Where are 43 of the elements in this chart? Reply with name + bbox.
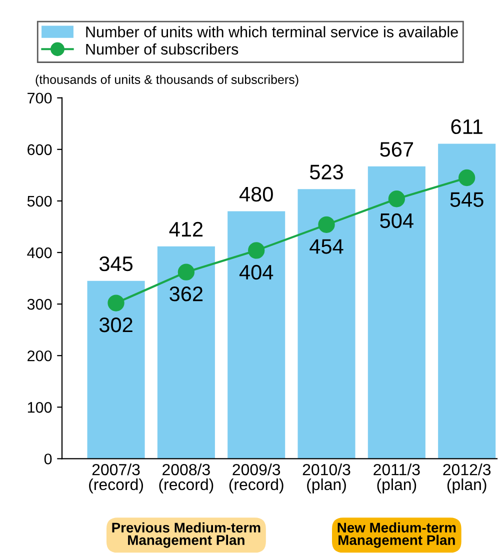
- bar: [228, 211, 286, 459]
- x-tick-label: 2009/3 (record): [229, 464, 284, 494]
- data-label: 362: [170, 286, 203, 302]
- y-tick-label: 200: [28, 350, 52, 362]
- point: [458, 169, 476, 186]
- point: [108, 294, 124, 312]
- point: [318, 216, 335, 233]
- x-tick-label: 2008/3 (record): [159, 464, 214, 494]
- data-label: 480: [239, 186, 273, 202]
- data-label: 545: [450, 192, 484, 207]
- y-tick-label: 500: [27, 196, 52, 207]
- legend-label: Number of subscribers: [86, 43, 238, 55]
- point: [248, 242, 265, 259]
- data-label: 523: [310, 164, 343, 180]
- x-tick-label: 2010/3 (plan): [302, 464, 350, 494]
- y-tick-label: 300: [27, 298, 52, 310]
- data-label: 345: [99, 256, 133, 272]
- y-axis-title: (thousands of units & thousands of subscribers): [36, 74, 298, 86]
- data-label: 302: [99, 317, 132, 332]
- bar: [368, 166, 426, 459]
- y-tick-label: 600: [28, 144, 52, 156]
- text: New Medium-term Management Plan: [338, 522, 456, 548]
- data-label: 412: [169, 222, 203, 236]
- x-tick-label: 2012/3 (plan): [443, 464, 491, 494]
- data-label: 404: [239, 264, 274, 280]
- bar: [157, 246, 215, 459]
- legend-label: Number of units with which terminal service is available: [86, 26, 458, 38]
- x-tick-label: 2007/3 (record): [89, 464, 143, 494]
- bar: [438, 144, 496, 459]
- text: Previous Medium-term Management Plan: [112, 522, 260, 548]
- y-tick-label: 100: [28, 402, 52, 413]
- data-label: 504: [380, 213, 414, 228]
- data-label: 611: [451, 119, 482, 134]
- point: [388, 190, 406, 208]
- data-label: 567: [380, 142, 414, 157]
- bar: [298, 189, 356, 459]
- y-tick-label: 700: [28, 92, 52, 104]
- bar: [87, 280, 145, 459]
- data-label: 454: [310, 239, 344, 254]
- x-tick-label: 2011/3 (plan): [374, 464, 420, 494]
- y-tick-label: 400: [27, 247, 52, 258]
- y-tick-label: 0: [44, 454, 52, 464]
- point: [178, 264, 195, 280]
